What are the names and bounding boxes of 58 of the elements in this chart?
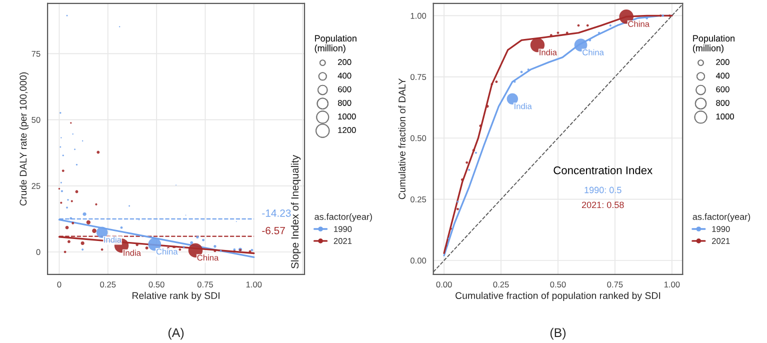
- y-tick-label: 0.25: [410, 196, 426, 202]
- x-axis-title: Relative rank by SDI: [132, 292, 220, 301]
- x-tick-label: 0.75: [607, 282, 623, 288]
- x-tick-label: 0.25: [100, 282, 116, 288]
- y-tick-label: 75: [32, 50, 40, 57]
- annotation: 1990: 0.5: [584, 186, 622, 194]
- x-tick-label: 0: [57, 282, 62, 288]
- text: Population (million): [692, 34, 735, 54]
- legend-label: 400: [338, 72, 352, 79]
- x-tick-label: 1.00: [664, 282, 680, 288]
- legend-label: 800: [716, 100, 730, 106]
- annotation: -6.57: [262, 226, 285, 234]
- legend-label: 600: [338, 86, 352, 92]
- x-tick-label: 0.50: [148, 282, 164, 288]
- x-axis-title: Cumulative fraction of population ranked by SDI: [456, 292, 660, 301]
- legend-label: 1000: [338, 114, 356, 120]
- data-label: India: [104, 236, 122, 243]
- x-tick-label: 0.25: [493, 282, 509, 288]
- annotation: Concentration Index: [554, 166, 652, 174]
- legend-label: 200: [716, 59, 730, 66]
- data-label: China: [197, 254, 219, 261]
- data-label: India: [540, 49, 557, 56]
- legend-label: 2021: [712, 238, 730, 244]
- y-axis-title: Crude DALY rate (per 100,000): [20, 72, 29, 206]
- x-tick-label: 0.00: [436, 282, 452, 288]
- y-tick-label: 0.50: [410, 135, 426, 142]
- legend-label: 1990: [712, 226, 730, 232]
- annotation: -14.23: [262, 209, 291, 217]
- legend-label: 600: [716, 86, 730, 92]
- legend-title: as.factor(year): [692, 213, 750, 222]
- text: (B): [550, 328, 566, 340]
- y-tick-label: 1.00: [410, 12, 426, 19]
- annotation: 2021: 0.58: [582, 202, 624, 208]
- y2-axis-title: Slope Index of Inequality: [290, 154, 301, 269]
- data-label: India: [514, 103, 532, 110]
- y-tick-label: 0.00: [410, 258, 426, 264]
- data-label: China: [156, 248, 178, 255]
- legend-label: 400: [716, 72, 730, 79]
- legend-label: 200: [338, 59, 352, 66]
- legend-label: 1000: [716, 114, 734, 120]
- x-tick-label: 1.00: [246, 282, 262, 288]
- y-tick-label: 0: [36, 249, 40, 256]
- data-label: India: [124, 250, 141, 256]
- legend-title: as.factor(year): [314, 213, 372, 222]
- text: (A): [168, 328, 184, 340]
- y-tick-label: 0.75: [410, 74, 426, 80]
- x-tick-label: 0.75: [197, 282, 213, 288]
- text: Population (million): [314, 34, 356, 54]
- legend-label: 1990: [334, 226, 352, 232]
- y-tick-label: 25: [32, 183, 40, 189]
- y-axis-title: Cumulative fraction of DALY: [398, 78, 406, 200]
- legend-label: 1200: [338, 127, 356, 134]
- data-label: China: [628, 20, 650, 27]
- data-label: China: [582, 49, 604, 56]
- legend-label: 800: [338, 100, 352, 106]
- x-tick-label: 0.50: [550, 282, 566, 288]
- y-tick-label: 50: [32, 116, 40, 123]
- legend-label: 2021: [334, 238, 352, 244]
